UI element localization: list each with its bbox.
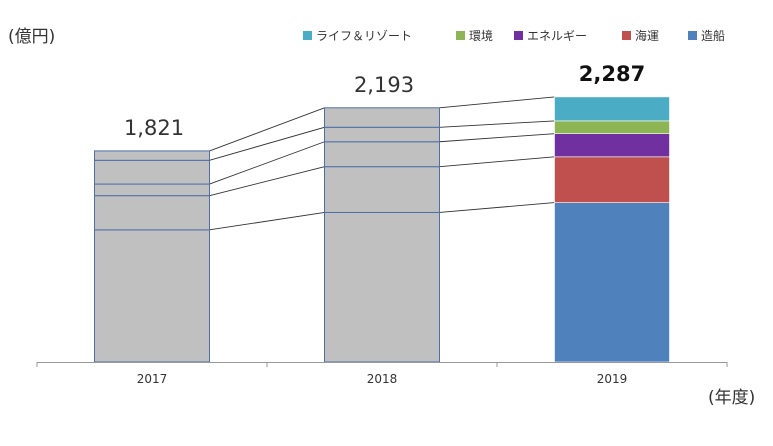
legend-swatch-1 [456, 31, 465, 40]
connector-line-1-1 [439, 156, 555, 168]
total-labels: 1,821 2,193 2,287 [124, 62, 645, 140]
connector-line-0-0 [209, 212, 325, 231]
bar-segment-2018-0 [324, 211, 440, 363]
connector-line-1-4 [439, 96, 555, 109]
bars-group [94, 96, 670, 363]
bar-segment-2017-1 [94, 195, 210, 231]
bar-segment-2018-3 [324, 126, 440, 143]
bar-segment-2017-2 [94, 183, 210, 197]
connector-line-0-2 [209, 141, 325, 185]
x-axis: 2017 2018 2019 [36, 362, 728, 386]
legend-label-1: 環境 [469, 28, 493, 43]
bar-segment-2017-3 [94, 159, 210, 185]
legend-label-0: ライフ＆リゾート [316, 29, 412, 43]
total-label-2017: 1,821 [124, 116, 184, 140]
legend: ライフ＆リゾート 環境 エネルギー 海運 造船 [303, 28, 725, 43]
bar-segment-2019-4 [554, 96, 670, 122]
bar-segment-2018-4 [324, 107, 440, 128]
bar-segment-2017-0 [94, 229, 210, 363]
connector-lines [209, 96, 555, 231]
x-tick-label-2018: 2018 [367, 372, 398, 386]
legend-swatch-4 [688, 31, 697, 40]
legend-label-2: エネルギー [527, 29, 587, 43]
legend-label-3: 海運 [635, 28, 659, 43]
bar-segment-2019-1 [554, 156, 670, 203]
connector-line-1-3 [439, 120, 555, 128]
bar-segment-2017-4 [94, 150, 210, 161]
legend-swatch-2 [514, 31, 523, 40]
legend-label-4: 造船 [701, 29, 725, 43]
bar-segment-2018-2 [324, 141, 440, 168]
connector-line-1-0 [439, 202, 555, 213]
x-tick-label-2017: 2017 [137, 372, 168, 386]
x-tick-label-2019: 2019 [597, 372, 628, 386]
x-unit-label: (年度) [708, 388, 756, 408]
bar-segment-2019-2 [554, 133, 670, 158]
connector-line-0-3 [209, 126, 325, 161]
connector-line-0-4 [209, 107, 325, 152]
total-label-2018: 2,193 [354, 73, 414, 97]
bar-segment-2019-0 [554, 202, 670, 363]
bar-segment-2018-1 [324, 166, 440, 213]
legend-swatch-0 [303, 31, 312, 40]
connector-line-1-2 [439, 133, 555, 143]
y-unit-label: (億円) [8, 27, 56, 47]
total-label-2019: 2,287 [579, 62, 645, 86]
connector-line-0-1 [209, 166, 325, 197]
bar-segment-2019-3 [554, 120, 670, 134]
legend-swatch-3 [622, 31, 631, 40]
